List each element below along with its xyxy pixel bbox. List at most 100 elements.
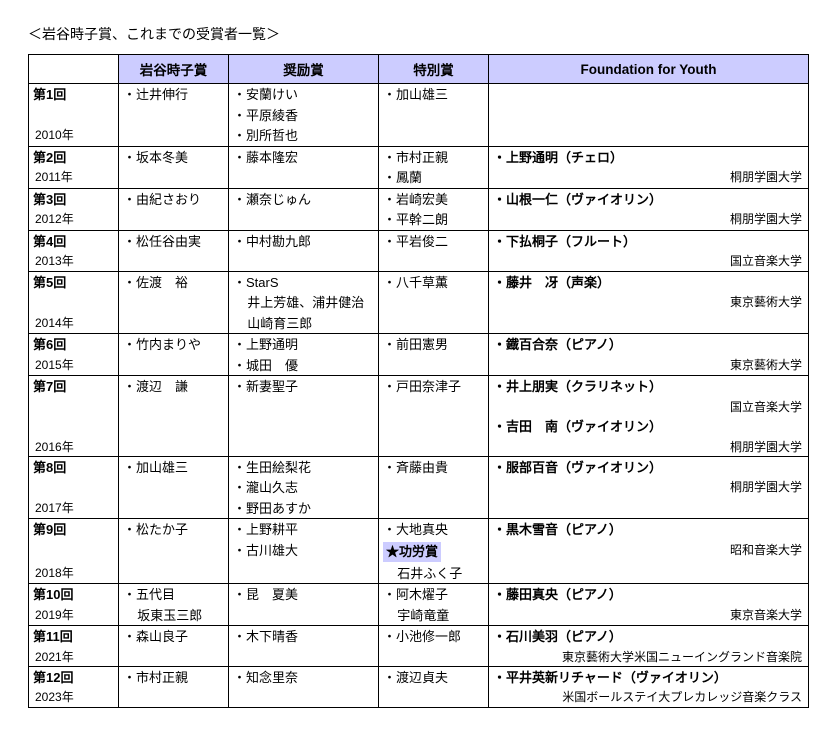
award-cell — [119, 687, 229, 707]
award-cell — [489, 125, 809, 146]
edition-number: 第2回 — [33, 149, 114, 167]
award-cell — [229, 647, 379, 667]
awardee: 斉藤由貴 — [383, 460, 448, 475]
award-cell: 由紀さおり — [119, 188, 229, 209]
awardee: 平岩俊二 — [383, 234, 448, 249]
awardee-sub: 山崎育三郎 — [233, 315, 374, 333]
youth-school: 東京藝術大学 — [493, 294, 804, 310]
edition-cell: 2012年 — [29, 209, 119, 230]
award-cell — [379, 355, 489, 376]
award-cell: 山根一仁（ヴァイオリン） — [489, 188, 809, 209]
edition-year: 2013年 — [33, 253, 114, 269]
youth-awardee: 平井英新リチャード（ヴァイオリン） — [493, 670, 727, 685]
awardee: 松たか子 — [123, 522, 188, 537]
award-cell: 桐朋学園大学 — [489, 437, 809, 457]
youth-awardee: 藤田真央（ピアノ） — [493, 587, 622, 602]
edition-year: 2019年 — [33, 607, 114, 623]
award-cell — [379, 251, 489, 271]
award-cell: 東京藝術大学 — [489, 355, 809, 376]
awardee: 中村勘九郎 — [233, 234, 311, 249]
youth-school: 昭和音楽大学 — [493, 542, 804, 558]
edition-year: 2021年 — [33, 649, 114, 665]
award-cell — [119, 105, 229, 126]
edition-number: 第7回 — [33, 378, 114, 396]
awardee: 由紀さおり — [123, 192, 201, 207]
award-cell — [489, 498, 809, 519]
awardee: 渡辺貞夫 — [383, 670, 448, 685]
youth-awardee: 鐡百合奈（ピアノ） — [493, 337, 622, 352]
award-cell: 平原綾香 — [229, 105, 379, 126]
award-cell — [379, 437, 489, 457]
youth-school: 東京藝術大学米国ニューイングランド音楽院 — [493, 649, 804, 665]
edition-cell — [29, 477, 119, 498]
edition-year: 2017年 — [33, 500, 114, 516]
award-cell: 城田 優 — [229, 355, 379, 376]
award-cell: 昭和音楽大学 — [489, 540, 809, 563]
award-cell: 黒木雪音（ピアノ） — [489, 519, 809, 540]
youth-awardee: 下払桐子（フルート） — [493, 234, 636, 249]
edition-number: 第10回 — [33, 586, 114, 604]
award-cell — [229, 209, 379, 230]
award-cell: 鳳蘭 — [379, 167, 489, 188]
th-blank — [29, 55, 119, 84]
award-table: 岩谷時子賞 奨励賞 特別賞 Foundation for Youth 第1回辻井… — [28, 54, 809, 708]
edition-number: 第1回 — [33, 86, 114, 104]
edition-number: 第6回 — [33, 336, 114, 354]
award-cell — [489, 105, 809, 126]
award-cell: 上野通明 — [229, 334, 379, 355]
awardee: 阿木燿子 — [383, 587, 448, 602]
award-cell: 市村正親 — [379, 146, 489, 167]
award-cell: 瀬奈じゅん — [229, 188, 379, 209]
award-cell — [229, 563, 379, 584]
award-cell — [489, 313, 809, 334]
edition-year: 2016年 — [33, 439, 114, 455]
awardee: 加山雄三 — [123, 460, 188, 475]
awardee: 八千草薫 — [383, 275, 448, 290]
edition-cell: 第3回 — [29, 188, 119, 209]
awardee: 城田 優 — [233, 358, 298, 373]
edition-cell: 2023年 — [29, 687, 119, 707]
edition-cell: 2021年 — [29, 647, 119, 667]
awardee: 上野通明 — [233, 337, 298, 352]
award-cell: 斉藤由貴 — [379, 456, 489, 477]
award-cell: 山崎育三郎 — [229, 313, 379, 334]
award-cell: 戸田奈津子 — [379, 376, 489, 397]
awardee: 坂本冬美 — [123, 150, 188, 165]
award-cell: 国立音楽大学 — [489, 397, 809, 416]
award-cell — [119, 477, 229, 498]
edition-cell: 第8回 — [29, 456, 119, 477]
award-cell: 藤田真央（ピアノ） — [489, 584, 809, 605]
award-cell — [229, 605, 379, 626]
edition-number: 第8回 — [33, 459, 114, 477]
edition-year: 2023年 — [33, 689, 114, 705]
award-cell: 生田絵梨花 — [229, 456, 379, 477]
youth-awardee: 黒木雪音（ピアノ） — [493, 522, 622, 537]
youth-school: 国立音楽大学 — [493, 253, 804, 269]
award-cell — [229, 437, 379, 457]
awardee: 別所哲也 — [233, 128, 298, 143]
awardee: 前田憲男 — [383, 337, 448, 352]
award-cell: 桐朋学園大学 — [489, 167, 809, 188]
award-cell — [119, 355, 229, 376]
edition-cell: 2016年 — [29, 437, 119, 457]
award-cell: 前田憲男 — [379, 334, 489, 355]
edition-cell: 2014年 — [29, 313, 119, 334]
award-cell — [379, 313, 489, 334]
edition-number: 第3回 — [33, 191, 114, 209]
award-cell: 新妻聖子 — [229, 376, 379, 397]
award-cell — [119, 292, 229, 313]
award-cell — [119, 416, 229, 437]
award-cell: 別所哲也 — [229, 125, 379, 146]
award-cell — [379, 498, 489, 519]
award-cell — [379, 292, 489, 313]
awardee-sub: 坂東玉三郎 — [123, 607, 224, 625]
edition-cell — [29, 292, 119, 313]
award-cell: 松たか子 — [119, 519, 229, 540]
award-cell: 東京藝術大学 — [489, 292, 809, 313]
award-cell — [119, 251, 229, 271]
youth-school: 米国ボールステイ大プレカレッジ音楽クラス — [493, 689, 804, 705]
award-cell: StarS — [229, 271, 379, 292]
youth-school: 桐朋学園大学 — [493, 169, 804, 185]
award-cell — [379, 397, 489, 416]
edition-cell — [29, 416, 119, 437]
